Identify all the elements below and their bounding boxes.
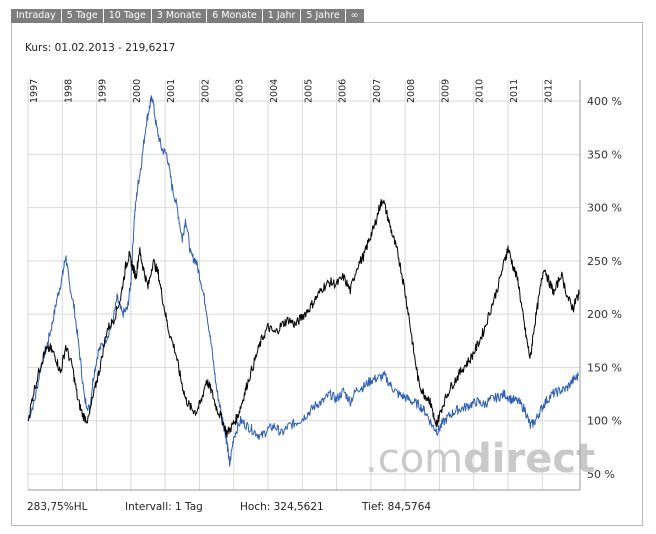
tab-10-tage[interactable]: 10 Tage	[103, 9, 151, 23]
y-axis-labels: 400 % 350 % 300 % 250 % 200 % 150 % 100 % 50 %	[587, 95, 622, 481]
tab-5-jahre[interactable]: 5 Jahre	[301, 9, 345, 23]
y-tick-label: 150 %	[587, 361, 622, 374]
x-tick-label: 1997	[29, 79, 40, 103]
footer-interval: Intervall: 1 Tag	[125, 501, 203, 513]
y-tick-label: 400 %	[587, 95, 622, 108]
series-group	[27, 95, 580, 467]
x-tick-label: 1998	[63, 79, 74, 103]
chart-frame	[11, 22, 643, 526]
x-tick-label: 2005	[303, 79, 314, 103]
tab-3-monate[interactable]: 3 Monate	[151, 9, 207, 23]
x-tick-label: 2010	[475, 79, 486, 103]
x-tick-label: 1999	[98, 79, 109, 103]
x-tick-label: 2001	[166, 79, 177, 103]
watermark-prefix: .com	[365, 436, 463, 482]
grid	[27, 80, 580, 490]
x-tick-label: 2006	[338, 79, 349, 103]
x-tick-label: 2007	[372, 79, 383, 103]
series-line-blue	[27, 95, 579, 467]
x-tick-label: 2003	[235, 79, 246, 103]
x-axis-labels: 1997 1998 1999 2000 2001 2002 2003 2004 2005 2006…	[29, 79, 554, 103]
footer-stats: 283,75%HL Intervall: 1 Tag Hoch: 324,562…	[27, 501, 431, 513]
watermark-suffix: direct	[463, 436, 595, 482]
timeframe-tabs: Intraday 5 Tage 10 Tage 3 Monate 6 Monat…	[11, 9, 365, 23]
x-tick-label: 2004	[269, 79, 280, 103]
footer-change: 283,75%HL	[27, 501, 88, 513]
y-tick-label: 200 %	[587, 308, 622, 321]
tab-5-tage[interactable]: 5 Tage	[61, 9, 103, 23]
tab-max[interactable]: ∞	[345, 9, 364, 23]
y-tick-label: 250 %	[587, 255, 622, 268]
tab-intraday[interactable]: Intraday	[11, 9, 61, 23]
y-tick-label: 50 %	[587, 468, 615, 481]
footer-high: Hoch: 324,5621	[240, 501, 324, 513]
y-tick-label: 300 %	[587, 202, 622, 215]
x-tick-label: 2002	[200, 79, 211, 103]
tab-6-monate[interactable]: 6 Monate	[207, 9, 262, 23]
x-tick-label: 2011	[509, 79, 520, 103]
x-tick-label: 2000	[132, 79, 143, 103]
y-tick-label: 100 %	[587, 415, 622, 428]
watermark: .comdirect	[365, 436, 595, 482]
x-tick-label: 2008	[406, 79, 417, 103]
x-tick-label: 2012	[543, 79, 554, 103]
x-tick-label: 2009	[440, 79, 451, 103]
series-line-black	[27, 199, 580, 438]
tab-1-jahr[interactable]: 1 Jahr	[262, 9, 301, 23]
y-tick-label: 350 %	[587, 148, 622, 161]
footer-low: Tief: 84,5764	[362, 501, 432, 513]
price-info: Kurs: 01.02.2013 - 219,6217	[25, 42, 176, 54]
